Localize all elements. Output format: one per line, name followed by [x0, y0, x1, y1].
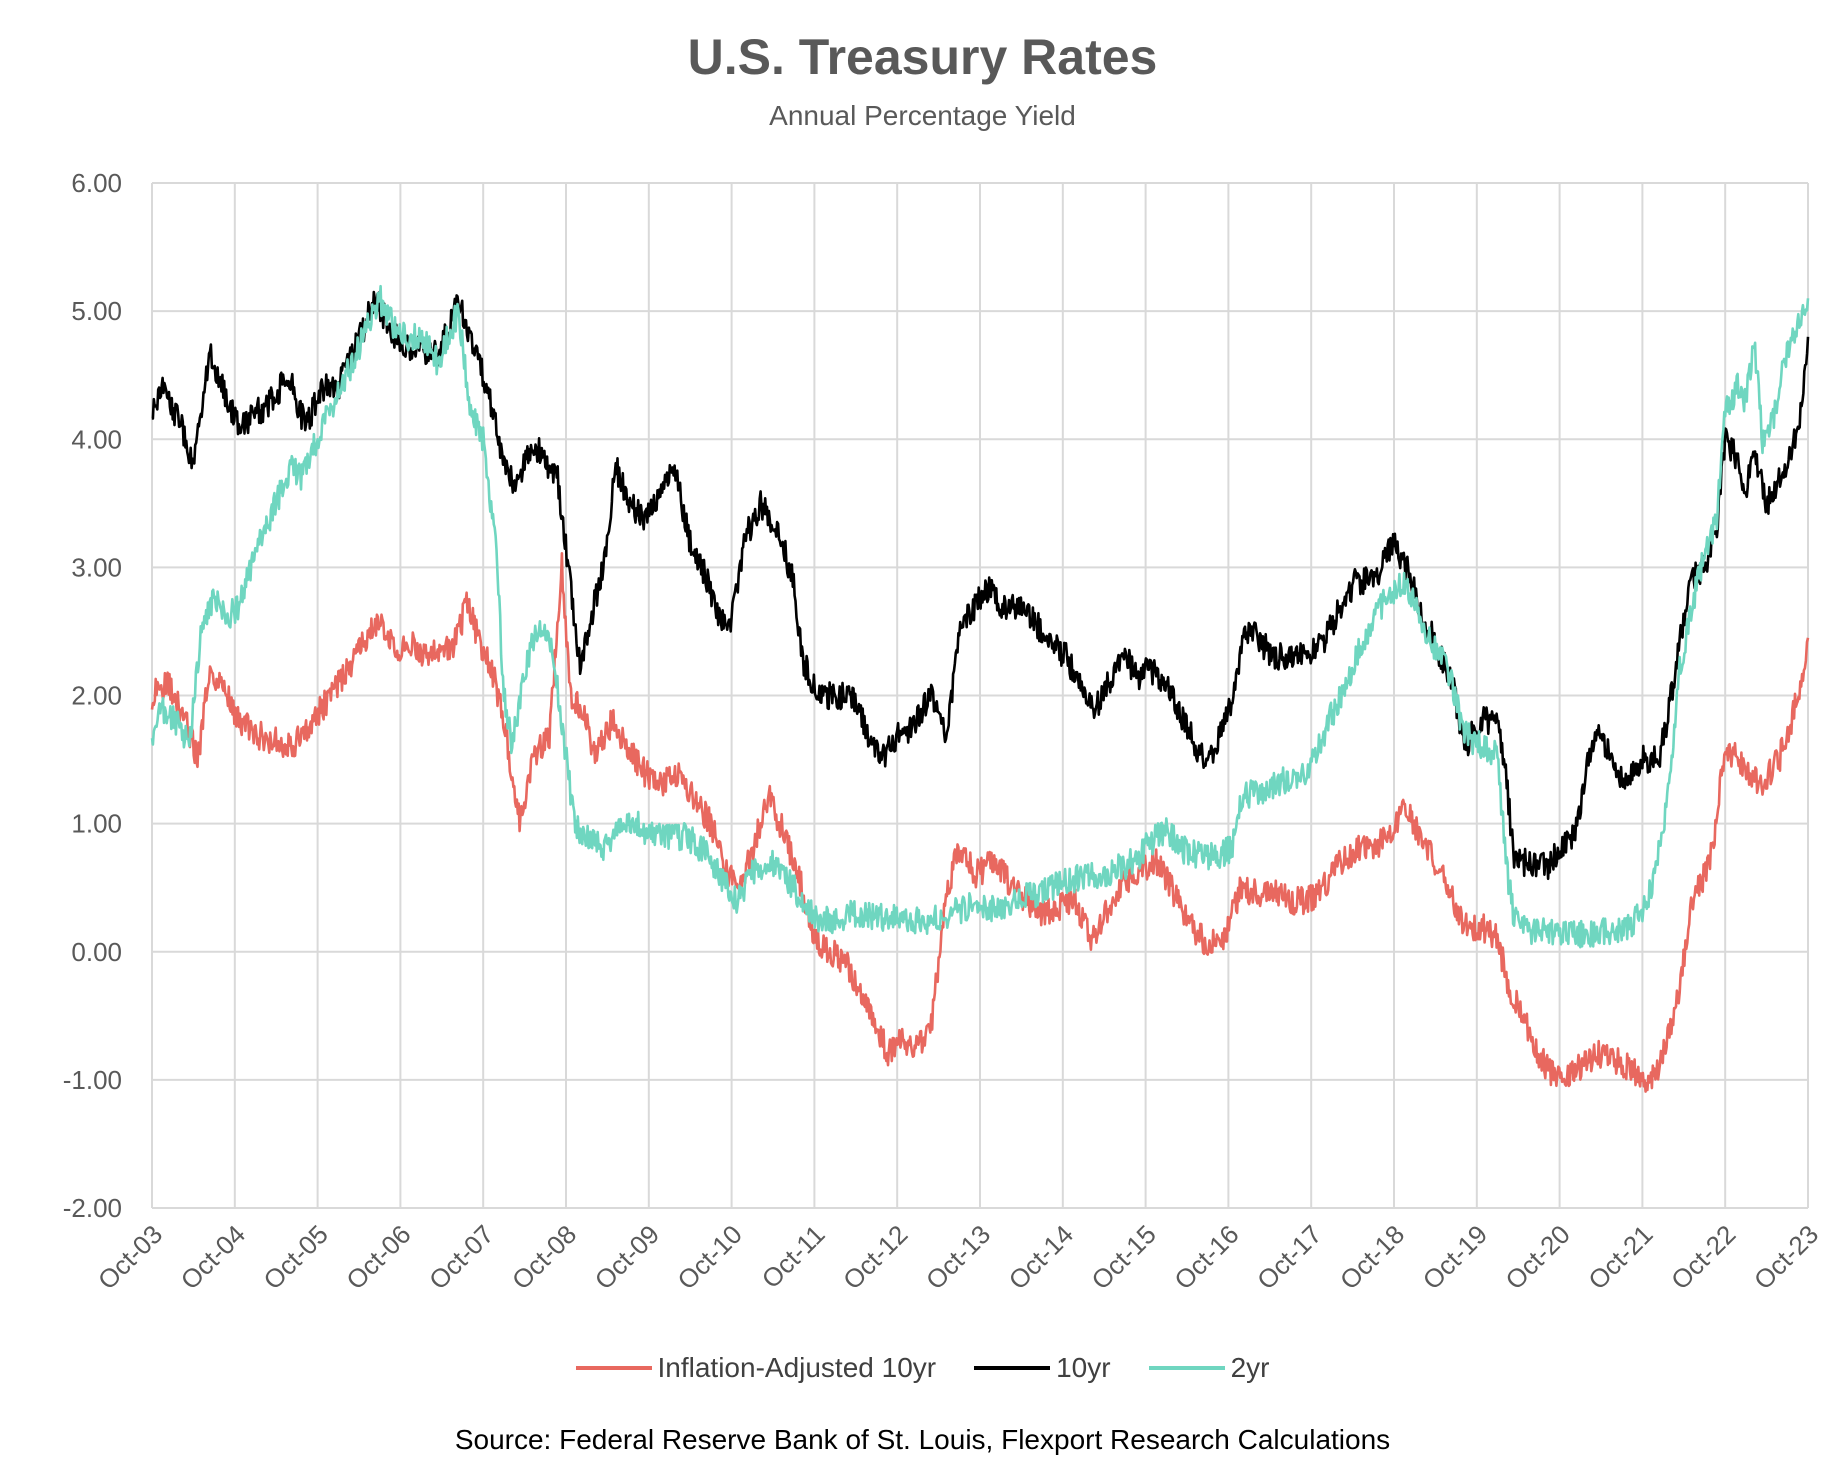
x-tick-label: Oct-17	[1251, 1219, 1327, 1295]
y-tick-label: 5.00	[71, 296, 122, 326]
x-tick-label: Oct-20	[1499, 1219, 1575, 1295]
y-tick-label: 4.00	[71, 424, 122, 454]
series-line-10yr	[151, 290, 1810, 881]
legend-swatch-real-10yr	[575, 1366, 652, 1370]
y-tick-label: 2.00	[71, 681, 122, 711]
y-tick-label: 0.00	[71, 937, 122, 967]
y-tick-label: 1.00	[71, 809, 122, 839]
x-tick-label: Oct-09	[589, 1219, 665, 1295]
x-tick-label: Oct-10	[671, 1219, 747, 1295]
y-tick-label: 6.00	[71, 168, 122, 198]
x-tick-label: Oct-08	[506, 1219, 582, 1295]
series-line-2yr	[150, 284, 1810, 949]
source-note: Source: Federal Reserve Bank of St. Loui…	[454, 1424, 1391, 1455]
x-axis-tick-labels: Oct-03 Oct-04 Oct-05 Oct-06 Oct-07 Oct-08 Oct-…	[92, 1219, 1824, 1295]
legend: Inflation-Adjusted 10yr 10yr 2yr	[0, 1352, 1845, 1384]
x-tick-label: Oct-23	[1748, 1219, 1824, 1295]
legend-item-2yr: 2yr	[1148, 1352, 1270, 1384]
x-tick-label: Oct-18	[1334, 1219, 1410, 1295]
x-tick-label: Oct-07	[423, 1219, 499, 1295]
x-tick-label: Oct-13	[920, 1219, 996, 1295]
x-tick-label: Oct-12	[837, 1219, 913, 1295]
x-tick-label: Oct-11	[756, 1219, 831, 1294]
x-tick-label: Oct-05	[257, 1219, 333, 1295]
x-tick-label: Oct-03	[92, 1219, 168, 1295]
x-tick-label: Oct-04	[175, 1219, 251, 1295]
x-tick-label: Oct-06	[340, 1219, 416, 1295]
y-tick-label: -2.00	[63, 1193, 122, 1223]
x-tick-label: Oct-16	[1168, 1219, 1244, 1295]
x-tick-label: Oct-21	[1582, 1219, 1658, 1295]
legend-item-10yr: 10yr	[974, 1352, 1111, 1384]
y-axis-tick-labels: 6.00 5.00 4.00 3.00 2.00 1.00 0.00 -1.00 -2.00	[63, 168, 122, 1223]
series-lines	[150, 284, 1810, 1093]
legend-label-10yr: 10yr	[1056, 1352, 1111, 1383]
grid-lines	[151, 182, 1809, 1209]
x-tick-label: Oct-19	[1417, 1219, 1493, 1295]
legend-swatch-10yr	[974, 1366, 1051, 1370]
x-tick-label: Oct-14	[1003, 1219, 1079, 1295]
legend-label-real-10yr: Inflation-Adjusted 10yr	[657, 1352, 937, 1383]
series-line-inflation-adjusted-10yr	[150, 552, 1810, 1093]
y-tick-label: -1.00	[63, 1065, 122, 1095]
chart-title: U.S. Treasury Rates	[687, 29, 1158, 85]
chart-subtitle: Annual Percentage Yield	[769, 100, 1076, 131]
legend-label-2yr: 2yr	[1230, 1352, 1270, 1383]
x-tick-label: Oct-22	[1665, 1219, 1741, 1295]
legend-item-real-10yr: Inflation-Adjusted 10yr	[575, 1352, 937, 1384]
y-tick-label: 3.00	[71, 552, 122, 582]
legend-swatch-2yr	[1148, 1366, 1225, 1370]
x-tick-label: Oct-15	[1085, 1219, 1161, 1295]
